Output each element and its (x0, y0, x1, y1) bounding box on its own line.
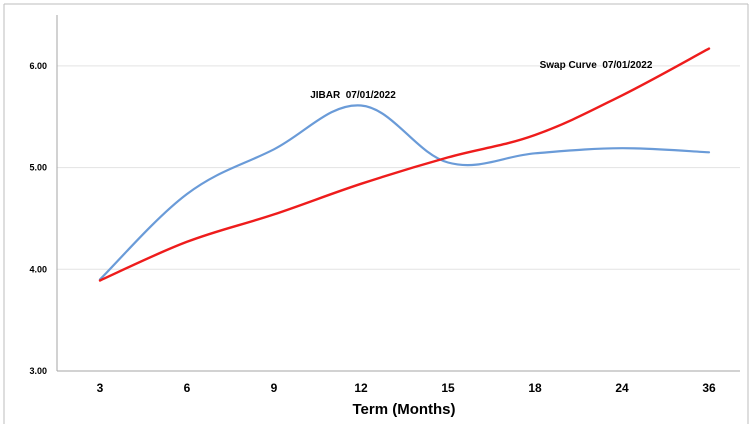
y-tick-label: 4.00 (29, 264, 47, 274)
x-tick-label: 6 (184, 381, 191, 395)
y-tick-label: 3.00 (29, 366, 47, 376)
x-tick-label: 18 (528, 381, 542, 395)
x-tick-label: 12 (354, 381, 368, 395)
x-tick-label: 36 (702, 381, 716, 395)
y-tick-label: 5.00 (29, 163, 47, 173)
x-tick-label: 15 (441, 381, 455, 395)
y-tick-label: 6.00 (29, 61, 47, 71)
series-label-swap-curve: Swap Curve 07/01/2022 (540, 60, 653, 71)
series-label-jibar: JIBAR 07/01/2022 (310, 90, 396, 101)
series-line-swap-curve (100, 49, 709, 281)
x-axis-title: Term (Months) (352, 401, 455, 418)
series-line-jibar (100, 105, 709, 279)
x-tick-label: 24 (615, 381, 629, 395)
x-tick-label: 3 (97, 381, 104, 395)
x-tick-label: 9 (271, 381, 278, 395)
